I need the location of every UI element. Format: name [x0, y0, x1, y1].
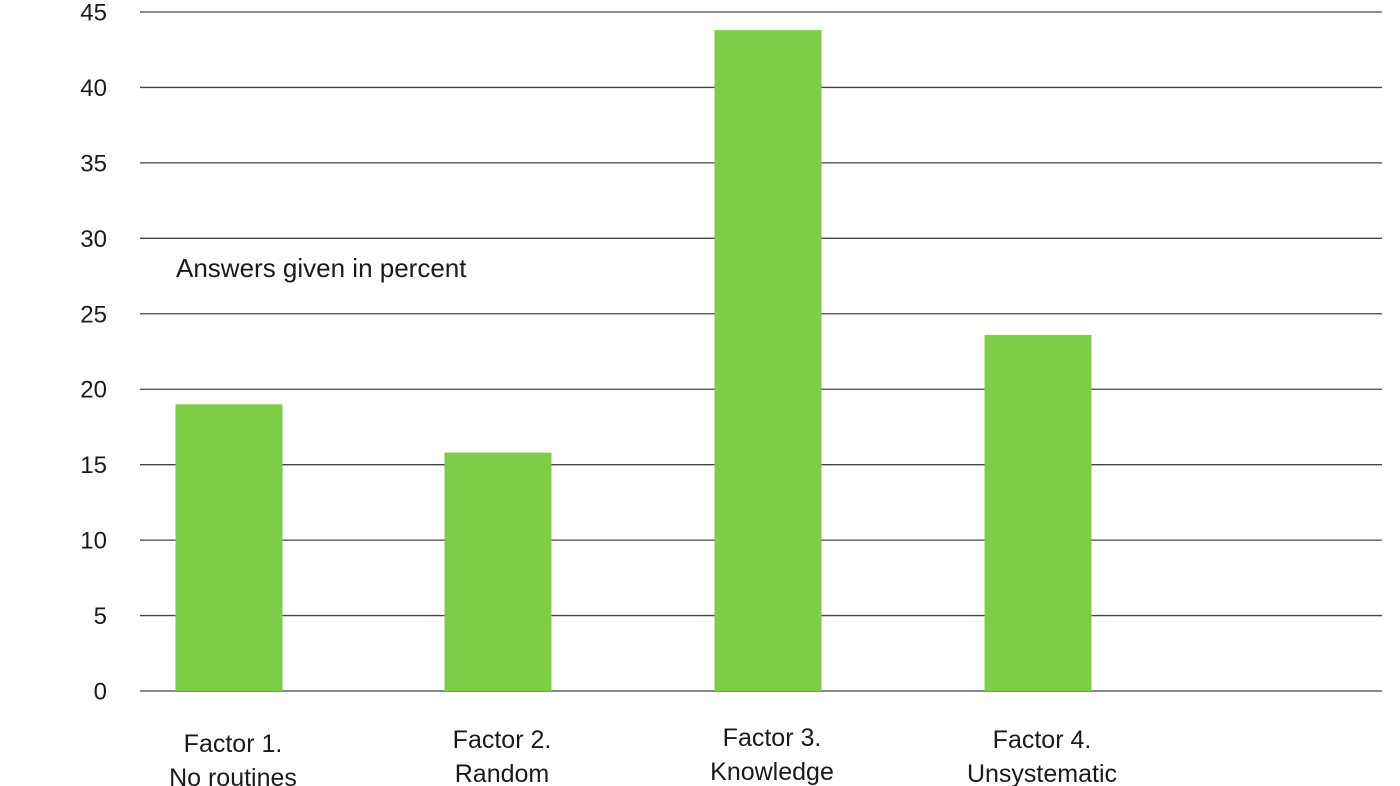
y-tick-label-40: 40 — [80, 75, 107, 102]
y-tick-label-30: 30 — [80, 226, 107, 253]
y-tick-label-35: 35 — [80, 150, 107, 177]
category-label-factor-3: Factor 3. Knowledge — [710, 724, 834, 786]
bar-factor-3 — [714, 30, 822, 691]
bar-factor-1 — [175, 404, 283, 691]
bar-factor-4 — [984, 334, 1092, 691]
y-axis-tick-labels: 0 5 10 15 20 25 30 35 40 45 — [80, 0, 107, 706]
category-label-factor-2: Factor 2. Random — [453, 726, 552, 786]
y-tick-label-10: 10 — [80, 528, 107, 555]
y-tick-label-5: 5 — [94, 603, 107, 630]
category-label-factor-1: Factor 1. No routines — [169, 730, 297, 786]
y-tick-label-20: 20 — [80, 377, 107, 404]
y-tick-label-15: 15 — [80, 452, 107, 479]
chart-annotation: Answers given in percent — [176, 253, 467, 283]
bar-factor-2 — [444, 452, 552, 691]
bars — [175, 30, 1092, 691]
category-label-factor-4: Factor 4. Unsystematic — [967, 726, 1117, 786]
x-axis-category-labels: Factor 1. No routines Factor 2. Random Facto… — [169, 724, 1117, 786]
y-tick-label-25: 25 — [80, 301, 107, 328]
y-tick-label-45: 45 — [80, 0, 107, 27]
y-tick-label-0: 0 — [94, 679, 107, 706]
